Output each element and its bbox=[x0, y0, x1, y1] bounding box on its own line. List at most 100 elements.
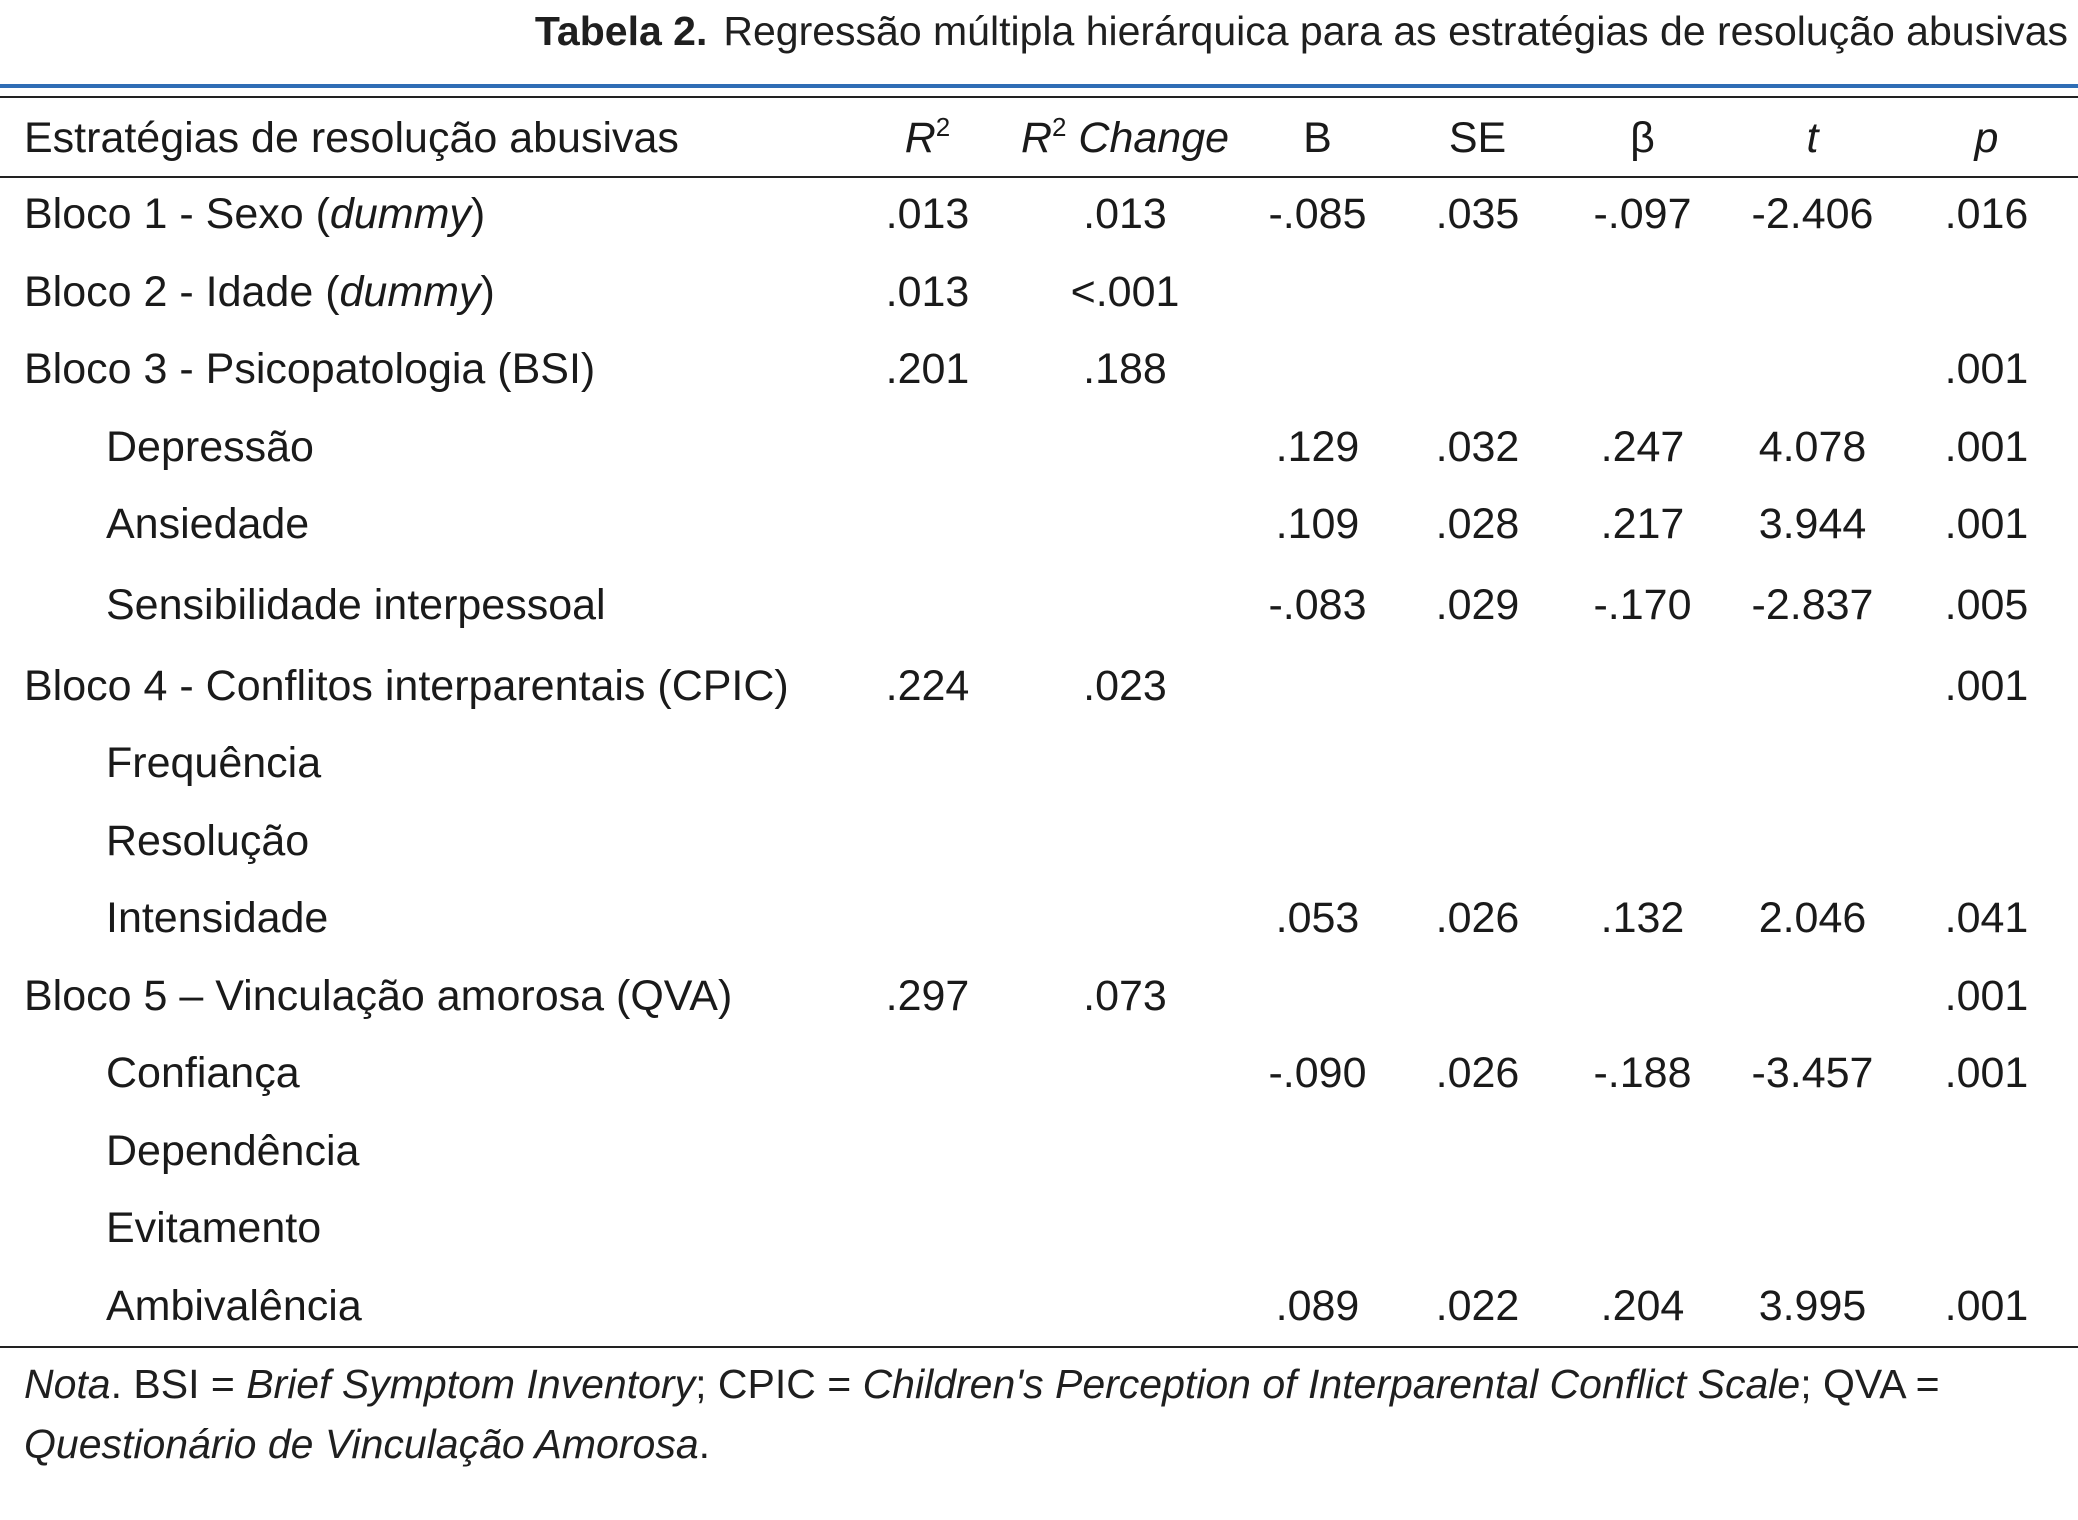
cell-se: .022 bbox=[1435, 1281, 1520, 1330]
cell-se bbox=[1400, 958, 1555, 1036]
cell-b bbox=[1235, 1190, 1400, 1268]
cell-se bbox=[1400, 254, 1555, 332]
cell-b bbox=[1235, 1113, 1400, 1191]
cell-b bbox=[1235, 254, 1400, 332]
cell-t: 3.995 bbox=[1758, 1281, 1867, 1330]
cell-se: .035 bbox=[1435, 190, 1520, 239]
cell-p: .001 bbox=[1944, 661, 2029, 710]
cell-t: 4.078 bbox=[1758, 422, 1867, 471]
cell-r2-change: .188 bbox=[1083, 345, 1167, 394]
header-strategies: Estratégias de resolução abusivas bbox=[24, 113, 679, 162]
cell-se: .028 bbox=[1435, 500, 1520, 549]
cell-p: .001 bbox=[1944, 1281, 2029, 1330]
cell-r2-change bbox=[1015, 486, 1235, 564]
cell-se bbox=[1400, 648, 1555, 726]
cell-p: .001 bbox=[1944, 500, 2029, 549]
cell-b: -.090 bbox=[1268, 1049, 1367, 1098]
cell-r2-change bbox=[1015, 1190, 1235, 1268]
cell-r2 bbox=[840, 1190, 1015, 1268]
cell-t: 2.046 bbox=[1758, 894, 1867, 943]
table-row: Bloco 2 - Idade (dummy) .013 <.001 bbox=[0, 254, 2078, 332]
cell-r2 bbox=[840, 1113, 1015, 1191]
table-row: Frequência bbox=[0, 725, 2078, 803]
table-row: Bloco 5 – Vinculação amorosa (QVA) .297 … bbox=[0, 958, 2078, 1036]
cell-r2-change bbox=[1015, 409, 1235, 487]
cell-beta: .217 bbox=[1600, 500, 1685, 549]
table-row: Ambivalência .089 .022 .204 3.995 .001 bbox=[0, 1268, 2078, 1346]
note-label: Nota bbox=[24, 1361, 111, 1407]
cell-beta bbox=[1555, 725, 1730, 803]
cell-se bbox=[1400, 331, 1555, 409]
row-label: Evitamento bbox=[106, 1204, 322, 1253]
cell-se bbox=[1400, 1190, 1555, 1268]
cell-beta bbox=[1555, 1113, 1730, 1191]
row-label: Bloco 5 – Vinculação amorosa (QVA) bbox=[24, 971, 733, 1020]
cell-beta: -.170 bbox=[1593, 581, 1692, 629]
cell-b bbox=[1235, 958, 1400, 1036]
table-caption: Tabela 2. Regressão múltipla hierárquica … bbox=[535, 8, 2068, 55]
row-label: Ambivalência bbox=[106, 1281, 362, 1330]
header-beta: β bbox=[1630, 113, 1655, 162]
table-row: Ansiedade .109 .028 .217 3.944 .001 bbox=[0, 486, 2078, 564]
cell-r2: .013 bbox=[885, 267, 970, 316]
cell-t bbox=[1730, 803, 1895, 881]
cell-t bbox=[1730, 958, 1895, 1036]
table-row: Confiança -.090 .026 -.188 -3.457 .001 bbox=[0, 1035, 2078, 1113]
caption-title: Regressão múltipla hierárquica para as e… bbox=[723, 8, 2068, 54]
cell-r2-change: .013 bbox=[1083, 190, 1167, 239]
row-label: Sensibilidade interpessoal bbox=[106, 581, 606, 629]
cell-r2: .224 bbox=[885, 661, 970, 710]
cell-p: .001 bbox=[1944, 971, 2029, 1020]
table-row: Sensibilidade interpessoal -.083 .029 -.… bbox=[0, 564, 2078, 648]
cell-r2 bbox=[840, 1035, 1015, 1113]
cell-b bbox=[1235, 803, 1400, 881]
row-label: Bloco 2 - Idade (dummy) bbox=[24, 267, 495, 316]
table-row: Resolução bbox=[0, 803, 2078, 881]
note-cpic: Children's Perception of Interparental C… bbox=[862, 1361, 1801, 1407]
cell-p: .041 bbox=[1944, 894, 2029, 943]
cell-r2-change bbox=[1015, 1035, 1235, 1113]
row-label: Bloco 3 - Psicopatologia (BSI) bbox=[24, 345, 596, 394]
cell-r2: .201 bbox=[885, 345, 970, 394]
cell-beta: -.188 bbox=[1593, 1049, 1692, 1098]
cell-b: .053 bbox=[1275, 894, 1360, 943]
header-rule bbox=[0, 176, 2078, 178]
cell-se: .032 bbox=[1435, 422, 1520, 471]
row-label: Frequência bbox=[106, 739, 322, 788]
cell-r2 bbox=[840, 564, 1015, 648]
cell-beta bbox=[1555, 958, 1730, 1036]
table-row: Intensidade .053 .026 .132 2.046 .041 bbox=[0, 880, 2078, 958]
table-row: Dependência bbox=[0, 1113, 2078, 1191]
cell-r2-change bbox=[1015, 1268, 1235, 1346]
cell-r2-change: .023 bbox=[1083, 661, 1167, 710]
cell-beta: .247 bbox=[1600, 422, 1685, 471]
cell-r2-change bbox=[1015, 564, 1235, 648]
cell-r2: .297 bbox=[885, 971, 970, 1020]
cell-b: -.085 bbox=[1268, 190, 1367, 239]
cell-beta bbox=[1555, 648, 1730, 726]
cell-se: .029 bbox=[1435, 581, 1520, 629]
cell-r2 bbox=[840, 725, 1015, 803]
row-label: Confiança bbox=[106, 1049, 300, 1098]
cell-r2-change bbox=[1015, 803, 1235, 881]
cell-b: -.083 bbox=[1268, 581, 1367, 629]
cell-p: .005 bbox=[1944, 581, 2029, 629]
header-t: t bbox=[1806, 113, 1819, 162]
cell-t bbox=[1730, 1113, 1895, 1191]
table-top-rule bbox=[0, 96, 2078, 98]
cell-beta: -.097 bbox=[1593, 190, 1692, 239]
header-r2: R2 bbox=[904, 111, 951, 162]
cell-p: .001 bbox=[1944, 422, 2029, 471]
cell-beta bbox=[1555, 331, 1730, 409]
table-note: Nota. BSI = Brief Symptom Inventory; CPI… bbox=[24, 1361, 1940, 1467]
cell-p bbox=[1895, 1113, 2078, 1191]
cell-se bbox=[1400, 1113, 1555, 1191]
cell-b: .089 bbox=[1275, 1281, 1360, 1330]
regression-table: Estratégias de resolução abusivas R2 R2 … bbox=[0, 100, 2078, 1345]
cell-t: 3.944 bbox=[1758, 500, 1867, 549]
caption-rule bbox=[0, 84, 2078, 88]
cell-r2 bbox=[840, 1268, 1015, 1346]
table-bottom-rule bbox=[0, 1346, 2078, 1348]
cell-t bbox=[1730, 1190, 1895, 1268]
table-row: Evitamento bbox=[0, 1190, 2078, 1268]
